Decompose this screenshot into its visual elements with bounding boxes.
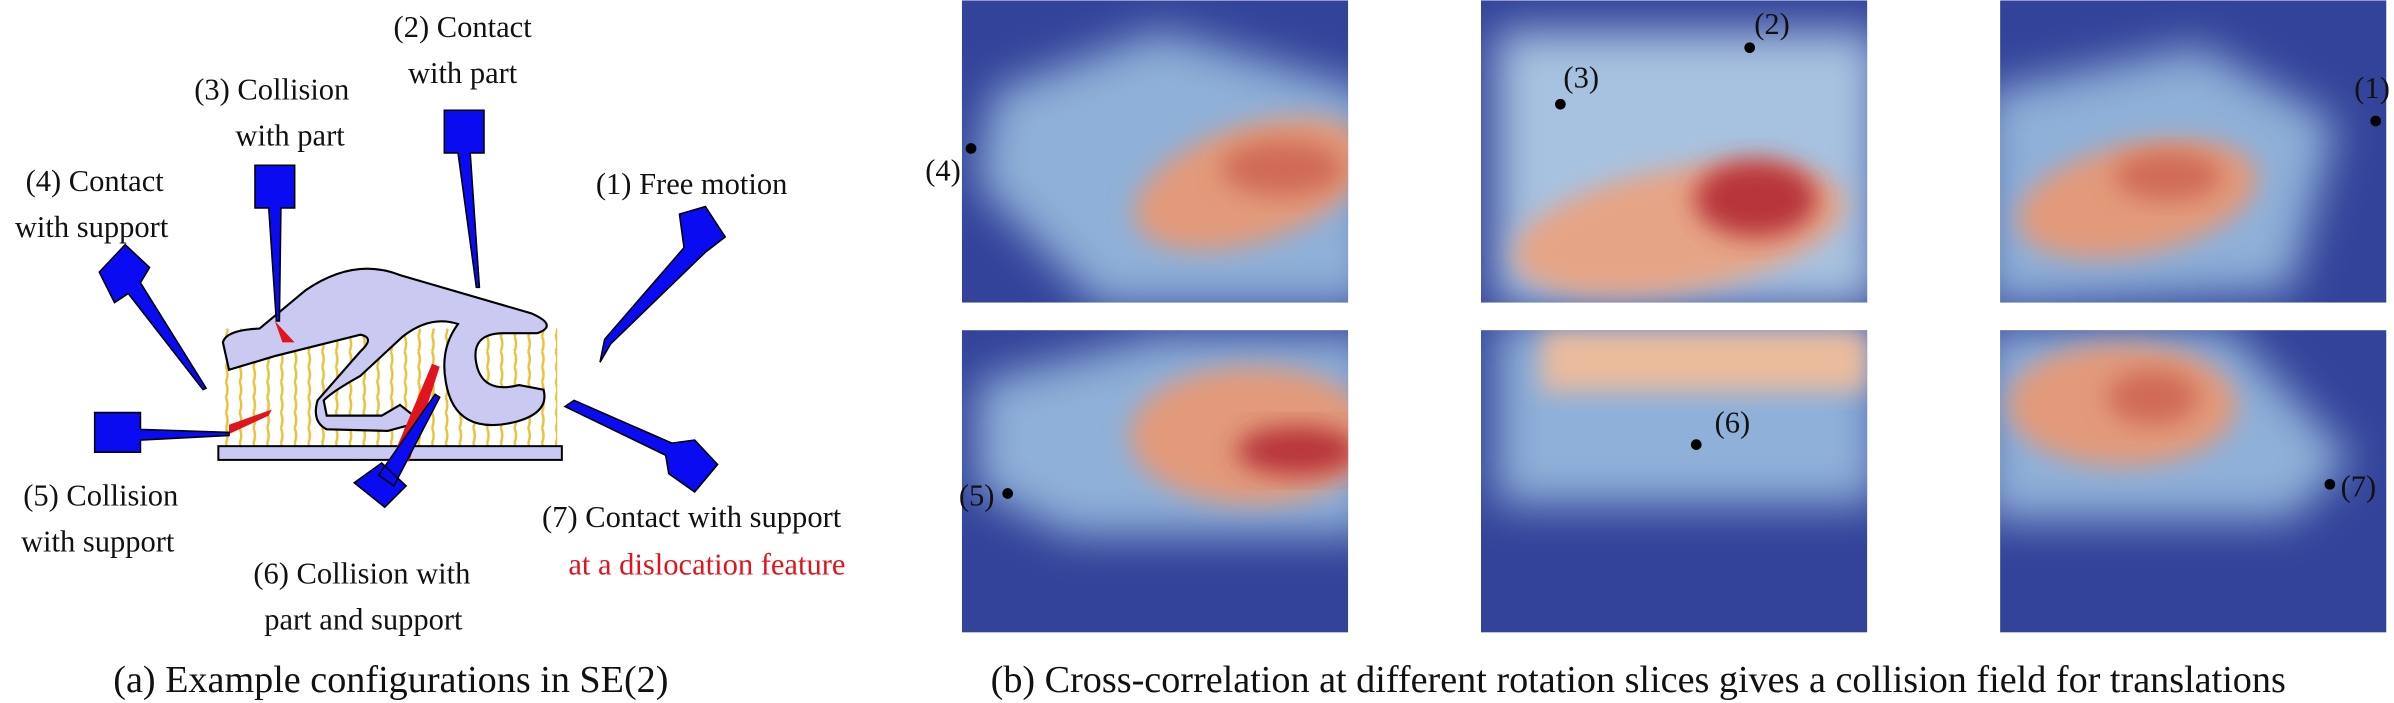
config-label: with support [15, 210, 169, 244]
marker-dot [965, 143, 977, 154]
heatmap [1480, 0, 1868, 303]
config-label: (6) Collision with [253, 557, 470, 591]
heatmap [1480, 330, 1868, 633]
marker-dot [1002, 488, 1014, 499]
marker-label: (2) [1754, 7, 1790, 41]
marker-dot [2324, 478, 2336, 490]
collision-mark [229, 409, 272, 434]
markers: (1) (2) (3) (4) (5) (6) (7) [925, 7, 2390, 513]
heatmap [961, 0, 1349, 303]
marker-dot [2370, 115, 2382, 127]
labels-a: (1) Free motion (2) Contact with part (3… [15, 10, 846, 636]
config-label: (4) Contact [26, 164, 165, 198]
heatmap [2000, 0, 2387, 303]
marker-dot [1744, 42, 1756, 54]
marker-label: (5) [959, 479, 995, 513]
collision-mark [390, 363, 440, 462]
caption: (a) Example configurations in SE(2) [113, 659, 668, 701]
marker-label: (1) [2354, 71, 2390, 105]
heatmaps [961, 0, 2387, 633]
config-label: with part [408, 56, 518, 90]
marker-label: (6) [1715, 405, 1751, 439]
marker-label: (4) [925, 154, 961, 188]
config-label-highlight: at a dislocation feature [568, 547, 845, 581]
config-label: part and support [264, 602, 463, 636]
config-label: (1) Free motion [596, 167, 788, 201]
config-label: (2) Contact [394, 10, 533, 44]
config-label: (7) Contact with support [542, 500, 842, 534]
tools [93, 109, 727, 509]
part [221, 267, 548, 432]
scene-a [93, 109, 727, 509]
config-label: with support [21, 525, 175, 559]
config-label: (3) Collision [194, 73, 349, 107]
heatmap [961, 330, 1349, 633]
marker-dot [1555, 98, 1566, 110]
caption: (b) Cross-correlation at different rotat… [991, 659, 2286, 701]
config-label: with part [235, 118, 345, 152]
marker-label: (7) [2341, 470, 2377, 504]
marker-label: (3) [1563, 60, 1599, 94]
heatmap [2000, 330, 2387, 633]
config-label: (5) Collision [23, 479, 178, 513]
marker-dot [1690, 439, 1702, 450]
